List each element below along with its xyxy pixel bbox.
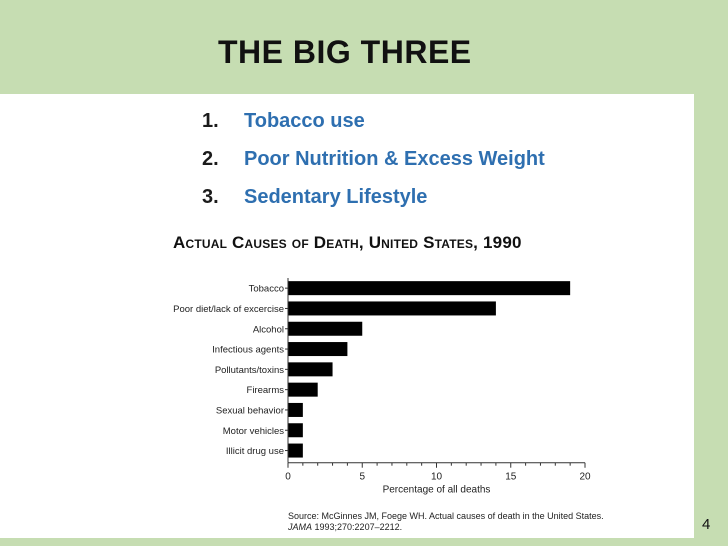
bar-firearms xyxy=(288,382,318,397)
category-label: Alcohol xyxy=(253,324,284,335)
bar-pollutants-toxins xyxy=(288,362,333,377)
bar-sexual-behavior xyxy=(288,402,303,417)
bullet-list: 1. Tobacco use 2. Poor Nutrition & Excess … xyxy=(202,110,545,224)
source-line-1: Source: McGinnes JM, Foege WH. Actual ca… xyxy=(288,511,604,521)
bottom-frame-band xyxy=(0,538,728,546)
bullet-text: Tobacco use xyxy=(244,110,365,132)
bar-illicit-drug-use xyxy=(288,443,303,458)
bar-tobacco xyxy=(288,281,571,296)
category-label: Sexual behavior xyxy=(216,405,284,416)
source-citation: Source: McGinnes JM, Foege WH. Actual ca… xyxy=(288,511,604,533)
category-label: Illicit drug use xyxy=(226,446,284,457)
x-axis-label: Percentage of all deaths xyxy=(383,485,491,496)
category-label: Infectious agents xyxy=(212,345,284,356)
bullet-number: 1. xyxy=(202,110,219,132)
slide-title: THE BIG THREE xyxy=(218,34,472,70)
category-label: Poor diet/lack of excercise xyxy=(173,304,284,315)
bar-alcohol xyxy=(288,321,363,336)
x-tick-label: 0 xyxy=(285,472,291,483)
category-label: Tobacco xyxy=(249,284,284,295)
bullet-item-1: 1. Tobacco use xyxy=(202,110,545,148)
bullet-number: 3. xyxy=(202,186,219,208)
source-reference: 1993;270:2207–2212. xyxy=(312,522,403,532)
bullet-item-2: 2. Poor Nutrition & Excess Weight xyxy=(202,148,545,186)
x-tick-label: 20 xyxy=(579,472,591,483)
category-label: Pollutants/toxins xyxy=(215,365,284,376)
x-tick-label: 5 xyxy=(359,472,365,483)
category-label: Motor vehicles xyxy=(223,426,284,437)
bar-chart: Tobacco Poor diet/lack of excercise Alcoho… xyxy=(173,278,591,496)
category-label: Firearms xyxy=(247,385,285,396)
source-journal: JAMA xyxy=(288,522,313,532)
bullet-number: 2. xyxy=(202,148,219,170)
bar-infectious-agents xyxy=(288,342,348,357)
top-frame-band xyxy=(0,0,728,94)
bar-poor-diet-lack-of-excercise xyxy=(288,301,496,316)
chart-title: Actual Causes of Death, United States, 1… xyxy=(173,233,522,252)
bullet-text: Sedentary Lifestyle xyxy=(244,186,428,208)
x-tick-label: 10 xyxy=(431,472,443,483)
bar-motor-vehicles xyxy=(288,423,303,438)
x-tick-label: 15 xyxy=(505,472,517,483)
right-frame-band xyxy=(694,0,728,546)
page-number: 4 xyxy=(702,516,711,533)
bullet-text: Poor Nutrition & Excess Weight xyxy=(244,148,545,170)
bullet-item-3: 3. Sedentary Lifestyle xyxy=(202,186,545,224)
